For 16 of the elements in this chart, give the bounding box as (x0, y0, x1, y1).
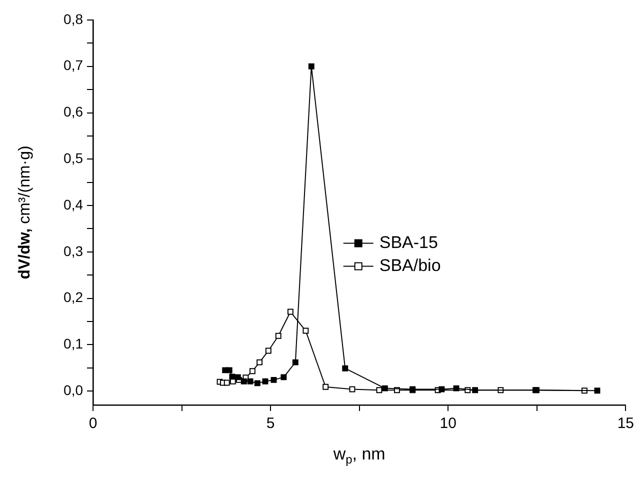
y-tick-label: 0,2 (64, 289, 84, 306)
y-axis-title: dV/dw, cm³/(nm·g) (16, 146, 34, 280)
x-tick-label: 0 (88, 415, 98, 432)
legend-label: SBA-15 (379, 232, 438, 252)
y-tick-label: 0,3 (64, 242, 84, 259)
x-tick-label: 5 (266, 415, 275, 432)
y-tick-label: 0,7 (64, 57, 84, 74)
legend-label: SBA/bio (379, 256, 441, 275)
y-tick-label: 0,1 (64, 336, 84, 352)
x-tick-label: 10 (440, 415, 456, 432)
y-tick-label: 0,5 (64, 150, 84, 166)
y-tick-label: 0,6 (64, 104, 84, 120)
y-tick-label: 0,4 (64, 196, 84, 212)
y-tick-label: 0,0 (64, 382, 84, 398)
x-tick-label: 15 (617, 415, 634, 432)
y-tick-label: 0,8 (64, 10, 84, 27)
